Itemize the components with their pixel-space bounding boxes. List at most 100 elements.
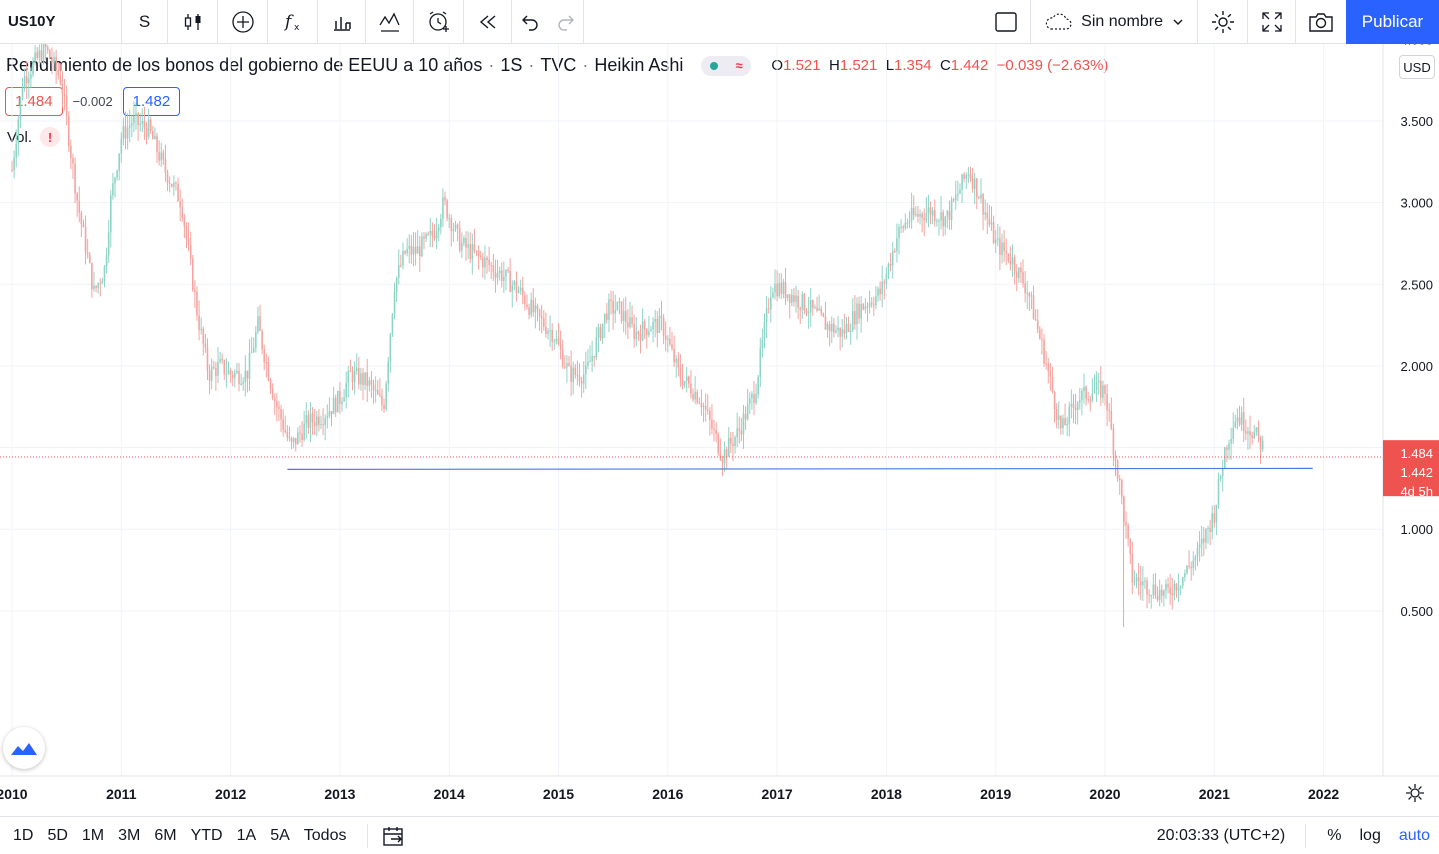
- goto-date-icon[interactable]: [382, 825, 406, 847]
- range-3m[interactable]: 3M: [118, 826, 141, 844]
- candle-body: [435, 231, 438, 239]
- symbol-search[interactable]: US10Y: [0, 0, 122, 44]
- candle-body: [954, 194, 957, 201]
- symbol-title[interactable]: Rendimiento de los bonos del gobierno de…: [6, 55, 483, 75]
- candle-body: [606, 313, 608, 321]
- candle-body: [1068, 406, 1071, 424]
- candle-body: [845, 323, 848, 334]
- candle-body: [490, 264, 493, 266]
- volume-label[interactable]: Vol.: [7, 128, 33, 146]
- range-1d[interactable]: 1D: [13, 826, 34, 844]
- layout-name-button[interactable]: Sin nombre: [1030, 0, 1198, 44]
- candle-body: [206, 347, 209, 371]
- candle-body: [80, 212, 83, 224]
- auto-toggle[interactable]: auto: [1398, 827, 1430, 844]
- candle-body: [469, 244, 472, 259]
- candle-body: [1255, 427, 1258, 432]
- clock[interactable]: 20:03:33 (UTC+2): [1157, 824, 1307, 848]
- candle-body: [156, 135, 158, 153]
- snapshot-button[interactable]: [1296, 0, 1346, 44]
- drawings-button[interactable]: [366, 0, 414, 44]
- candle-body: [879, 288, 881, 295]
- range-ytd[interactable]: YTD: [190, 826, 223, 844]
- warning-icon[interactable]: !: [40, 127, 61, 147]
- market-status-pill[interactable]: ≈: [701, 55, 752, 76]
- candle-body: [1066, 423, 1068, 426]
- buy-price-button[interactable]: 1.482: [122, 87, 181, 116]
- candle-body: [580, 381, 583, 384]
- candle-body: [900, 226, 902, 228]
- range-1m[interactable]: 1M: [81, 826, 105, 844]
- candle-body: [736, 428, 738, 438]
- candle-body: [255, 331, 257, 348]
- candle-body: [433, 236, 436, 239]
- candle-body: [778, 282, 781, 297]
- candle-body: [21, 88, 24, 98]
- candle-body: [692, 393, 694, 400]
- candle-body: [576, 374, 579, 376]
- price-chart[interactable]: 4.000 3.500 3.000 2.500 2.000 1.000 0.500 1.484…: [0, 44, 1439, 816]
- candle-body: [170, 184, 173, 187]
- currency-button[interactable]: USD: [1399, 55, 1435, 79]
- candle-body: [339, 390, 341, 404]
- percent-toggle[interactable]: %: [1327, 827, 1342, 844]
- settings-button[interactable]: [1198, 0, 1248, 44]
- range-todos[interactable]: Todos: [303, 826, 347, 844]
- candle-body: [269, 380, 272, 389]
- candle-body: [471, 244, 474, 259]
- candle-body: [294, 438, 297, 445]
- templates-button[interactable]: [318, 0, 366, 44]
- candle-body: [164, 159, 167, 173]
- candle-body: [818, 308, 820, 311]
- candle-body: [1028, 292, 1031, 297]
- candle-body: [273, 398, 276, 402]
- price-label-box: [1383, 440, 1439, 497]
- candle-body: [315, 416, 318, 426]
- candle-body: [704, 405, 707, 410]
- candle-body: [61, 83, 64, 95]
- range-5d[interactable]: 5D: [47, 826, 68, 844]
- candle-body: [1196, 548, 1199, 557]
- candle-body: [551, 330, 553, 343]
- publish-button[interactable]: Publicar: [1346, 0, 1439, 44]
- chart-type-button[interactable]: [168, 0, 218, 44]
- candle-body: [948, 210, 951, 220]
- redo-button[interactable]: [548, 0, 584, 44]
- candle-body: [1242, 412, 1245, 432]
- candle-body: [946, 210, 949, 217]
- candle-body: [526, 304, 528, 308]
- candle-body: [477, 250, 480, 256]
- fullscreen-button[interactable]: [1248, 0, 1296, 44]
- log-toggle[interactable]: log: [1359, 827, 1381, 844]
- candle-body: [147, 119, 150, 137]
- candle-body: [967, 174, 970, 176]
- candle-body: [589, 361, 591, 363]
- replay-button[interactable]: [464, 0, 512, 44]
- range-6m[interactable]: 6M: [154, 826, 177, 844]
- candle-body: [450, 218, 453, 232]
- select-layout-button[interactable]: [982, 0, 1030, 44]
- candle-body: [965, 174, 968, 179]
- tradingview-logo[interactable]: [3, 727, 45, 769]
- candle-body: [839, 327, 841, 337]
- candle-body: [959, 189, 961, 194]
- range-1a[interactable]: 1A: [236, 826, 257, 844]
- candle-body: [1240, 412, 1243, 425]
- candle-body: [856, 303, 858, 325]
- candle-body: [660, 315, 663, 319]
- candle-body: [360, 373, 362, 385]
- candle-body: [1219, 476, 1222, 480]
- candle-body: [553, 341, 556, 343]
- undo-button[interactable]: [512, 0, 548, 44]
- candle-body: [88, 254, 91, 263]
- alert-button[interactable]: [414, 0, 464, 44]
- interval-button[interactable]: S: [122, 0, 168, 44]
- x-tick-label: 2018: [871, 786, 902, 802]
- candle-body: [139, 123, 142, 126]
- range-5a[interactable]: 5A: [270, 826, 290, 844]
- candle-body: [751, 393, 753, 399]
- candle-body: [456, 224, 459, 228]
- candle-body: [975, 178, 978, 198]
- compare-button[interactable]: [218, 0, 268, 44]
